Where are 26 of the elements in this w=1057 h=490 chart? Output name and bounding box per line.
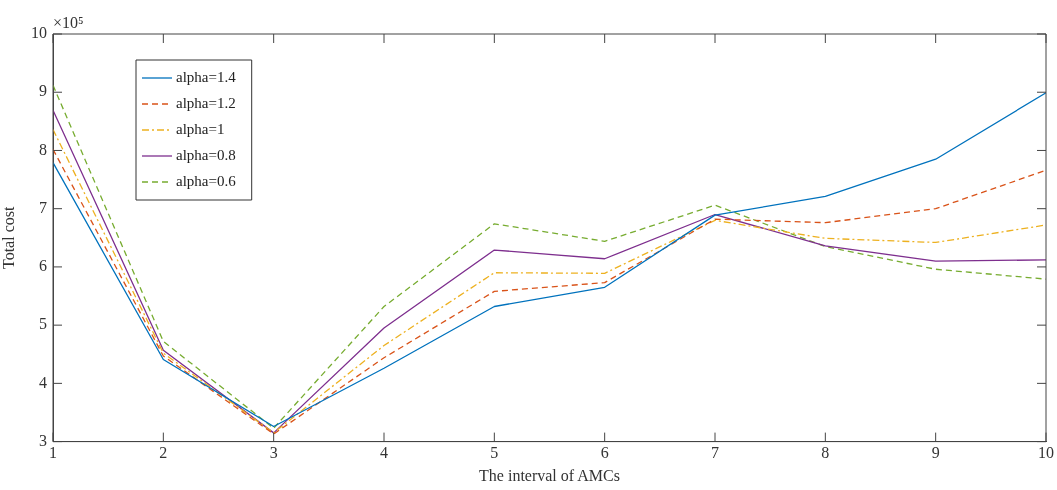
x-tick-label: 3 <box>269 444 278 462</box>
x-tick-label: 5 <box>490 444 499 462</box>
y-tick-label: 8 <box>39 140 47 158</box>
y-axis-title: Total cost <box>0 206 17 270</box>
y-tick-label: 3 <box>39 431 47 449</box>
x-tick-label: 7 <box>711 444 719 462</box>
y-tick-label: 10 <box>31 24 47 42</box>
legend-label: alpha=0.6 <box>176 172 237 189</box>
x-tick-label: 2 <box>159 444 168 462</box>
x-tick-label: 4 <box>380 444 388 462</box>
legend-label: alpha=1.2 <box>176 94 236 111</box>
legend-label: alpha=1.4 <box>176 68 237 85</box>
text: ×10⁵ <box>53 14 84 32</box>
legend-label: alpha=1 <box>176 120 225 137</box>
x-tick-label: 1 <box>49 444 57 462</box>
y-tick-label: 9 <box>39 82 47 100</box>
y-tick-label: 7 <box>39 198 47 216</box>
x-tick-label: 8 <box>821 444 830 462</box>
y-tick-label: 5 <box>39 315 47 333</box>
x-tick-label: 9 <box>931 444 940 462</box>
y-tick-label: 4 <box>39 373 47 391</box>
legend-label: alpha=0.8 <box>176 146 236 163</box>
y-tick-label: 6 <box>39 257 47 275</box>
x-tick-label: 10 <box>1038 444 1054 462</box>
x-tick-label: 6 <box>600 444 609 462</box>
x-axis-title: The interval of AMCs <box>479 466 620 484</box>
